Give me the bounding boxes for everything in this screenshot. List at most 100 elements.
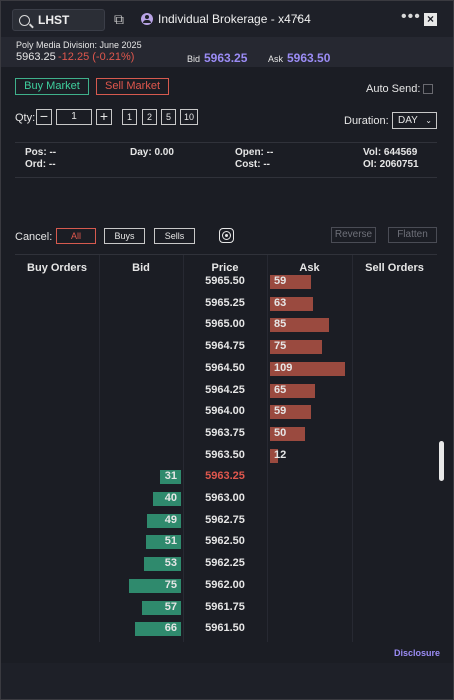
bid-size[interactable]: 31 — [164, 470, 177, 483]
bid-size[interactable]: 75 — [164, 578, 177, 591]
ask-size[interactable]: 12 — [274, 448, 287, 461]
duration-select[interactable]: DAY ⌄ — [392, 112, 437, 129]
ask-depth-bar — [270, 318, 329, 333]
buy-market-button[interactable]: Buy Market — [15, 78, 89, 95]
ladder-price[interactable]: 5963.00 — [205, 492, 245, 504]
bid-depth-bar — [135, 622, 181, 637]
bottom-bar — [1, 663, 453, 699]
last-price: 5963.25 — [16, 51, 56, 63]
qty-preset-5[interactable]: 5 — [161, 109, 176, 125]
price-ladder[interactable]: Buy Orders Bid Price Ask Sell Orders 596… — [15, 254, 437, 642]
ladder-price[interactable]: 5962.00 — [205, 578, 245, 591]
bid-price: 5963.25 — [204, 51, 248, 65]
chevron-down-icon[interactable]: ⌄ — [294, 11, 303, 22]
account-selector[interactable]: Individual Brokerage - x4764 — [158, 12, 311, 26]
reverse-button[interactable]: Reverse — [331, 227, 376, 243]
cost-value: Cost: -- — [235, 159, 270, 170]
bid-size[interactable]: 53 — [164, 557, 177, 570]
qty-preset-1[interactable]: 1 — [122, 109, 137, 125]
ladder-price[interactable]: 5964.75 — [205, 340, 245, 353]
duration-label: Duration: — [344, 115, 389, 127]
qty-label: Qty: — [15, 112, 36, 124]
ladder-price[interactable]: 5965.00 — [205, 318, 245, 331]
ask-depth-bar — [270, 383, 315, 398]
ask-size[interactable]: 109 — [274, 361, 293, 374]
bid-depth-bar — [160, 470, 181, 485]
ladder-price[interactable]: 5963.75 — [205, 426, 245, 439]
open-pnl: Open: -- — [235, 147, 274, 158]
ask-size[interactable]: 50 — [274, 426, 287, 439]
cancel-sells-button[interactable]: Sells — [154, 228, 195, 244]
bid-size[interactable]: 49 — [164, 513, 177, 526]
link-icon[interactable]: ⧉ — [114, 11, 124, 27]
price-change: -12.25 (-0.21%) — [58, 51, 135, 63]
cancel-all-button[interactable]: All — [56, 228, 96, 244]
open-interest-value: OI: 2060751 — [363, 159, 419, 170]
bid-depth-bar — [146, 535, 181, 550]
bid-depth-bar — [153, 492, 181, 506]
qty-preset-2[interactable]: 2 — [142, 109, 157, 125]
ladder-price[interactable]: 5962.25 — [205, 557, 245, 570]
ladder-price[interactable]: 5963.25 — [205, 470, 245, 483]
symbol-text: LHST — [38, 13, 70, 27]
ask-depth-bar — [270, 296, 313, 311]
ask-size[interactable]: 85 — [274, 318, 287, 331]
qty-input[interactable]: 1 — [56, 109, 92, 125]
duration-value: DAY — [398, 115, 418, 126]
ladder-scrollbar[interactable] — [439, 441, 444, 481]
search-icon — [19, 14, 30, 26]
ladder-price[interactable]: 5963.50 — [205, 448, 245, 461]
bid-depth-bar — [129, 578, 181, 593]
bid-size[interactable]: 66 — [164, 622, 177, 635]
bid-size[interactable]: 40 — [164, 492, 177, 504]
ask-size[interactable]: 75 — [274, 340, 287, 353]
flatten-button[interactable]: Flatten — [388, 227, 437, 243]
header-price: Price — [211, 262, 239, 274]
ladder-price[interactable]: 5962.75 — [205, 513, 245, 526]
sell-market-button[interactable]: Sell Market — [96, 78, 169, 95]
ask-size[interactable]: 59 — [274, 405, 287, 418]
qty-preset-10[interactable]: 10 — [180, 109, 198, 125]
ask-depth-bar — [270, 426, 305, 441]
position-value: Pos: -- — [25, 147, 57, 158]
symbol-search[interactable]: LHST — [12, 9, 105, 31]
close-icon[interactable]: × — [424, 13, 437, 26]
ladder-price[interactable]: 5964.25 — [205, 383, 245, 396]
ladder-price[interactable]: 5965.25 — [205, 296, 245, 309]
ask-label: Ask — [268, 54, 284, 64]
ladder-price[interactable]: 5961.50 — [205, 622, 245, 635]
header-sell-orders: Sell Orders — [365, 262, 424, 274]
center-ladder-icon[interactable] — [219, 228, 234, 243]
auto-send-checkbox[interactable] — [423, 84, 433, 94]
ask-depth-bar — [270, 340, 322, 355]
bid-depth-bar — [144, 557, 181, 572]
ladder-price[interactable]: 5964.50 — [205, 361, 245, 374]
bid-depth-bar — [142, 600, 181, 615]
bid-size[interactable]: 51 — [164, 535, 177, 548]
orders-value: Ord: -- — [25, 159, 56, 170]
ask-depth-bar — [270, 448, 278, 463]
ladder-price[interactable]: 5961.75 — [205, 600, 245, 613]
bid-size[interactable]: 57 — [164, 600, 177, 613]
ask-size[interactable]: 59 — [274, 275, 287, 287]
qty-decrement-button[interactable]: − — [36, 109, 52, 125]
ask-depth-bar — [270, 275, 311, 289]
header-buy-orders: Buy Orders — [27, 262, 87, 274]
auto-send-label: Auto Send: — [366, 83, 421, 95]
day-pnl: Day: 0.00 — [130, 147, 174, 158]
ask-size[interactable]: 63 — [274, 296, 287, 309]
quote-header — [1, 37, 453, 67]
ask-size[interactable]: 65 — [274, 383, 287, 396]
ladder-price[interactable]: 5962.50 — [205, 535, 245, 548]
bid-depth-bar — [147, 513, 181, 528]
qty-increment-button[interactable]: + — [96, 109, 112, 125]
ladder-price[interactable]: 5964.00 — [205, 405, 245, 418]
more-icon[interactable]: ••• — [401, 8, 421, 25]
title-bar: LHST ⧉ Individual Brokerage - x4764 ⌄ ••… — [1, 1, 453, 37]
header-ask: Ask — [299, 262, 320, 274]
ladder-price[interactable]: 5965.50 — [205, 275, 245, 287]
disclosure-link[interactable]: Disclosure — [394, 648, 441, 658]
cancel-buys-button[interactable]: Buys — [104, 228, 145, 244]
bid-label: Bid — [187, 54, 201, 64]
